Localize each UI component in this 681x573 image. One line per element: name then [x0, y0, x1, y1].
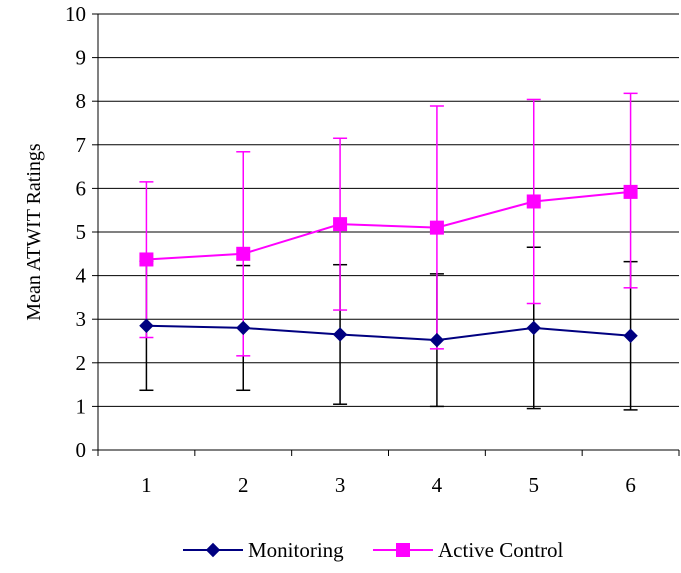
data-point — [623, 328, 638, 343]
legend-label: Active Control — [438, 538, 564, 562]
series-monitoring-error-bars — [139, 246, 638, 411]
x-tick-label: 4 — [432, 473, 443, 497]
x-tick-label: 3 — [335, 473, 346, 497]
data-point — [429, 220, 444, 235]
series-active-control — [139, 184, 638, 267]
series-group — [139, 92, 638, 411]
y-tick-label: 2 — [76, 351, 87, 375]
legend-item-monitoring: Monitoring — [183, 538, 344, 562]
x-tick-label: 5 — [529, 473, 540, 497]
legend: Monitoring Active Control — [183, 538, 564, 562]
y-tick-label: 8 — [76, 89, 87, 113]
x-tick-labels: 1 2 3 4 5 6 — [141, 473, 636, 497]
x-tick-label: 2 — [238, 473, 249, 497]
series-active-control-error-bars — [139, 92, 638, 357]
y-tick-label: 1 — [76, 394, 87, 418]
data-point — [139, 318, 154, 333]
y-axis-title: Mean ATWIT Ratings — [23, 143, 45, 321]
data-point — [332, 327, 348, 342]
data-point — [526, 194, 541, 209]
y-tick-label: 6 — [76, 176, 87, 200]
gridlines — [98, 13, 679, 407]
axes — [92, 13, 680, 456]
data-point — [526, 320, 541, 336]
y-tick-label: 10 — [65, 2, 86, 26]
x-tick-label: 6 — [625, 473, 636, 497]
data-point — [236, 320, 251, 336]
series-monitoring — [139, 318, 638, 348]
series-line — [146, 324, 631, 342]
x-tick-label: 1 — [141, 473, 152, 497]
y-tick-label: 7 — [76, 133, 87, 157]
series-line — [146, 190, 631, 261]
data-point — [236, 246, 251, 261]
legend-item-active-control: Active Control — [373, 538, 564, 562]
data-point — [333, 217, 348, 232]
data-point — [623, 184, 638, 199]
y-tick-labels: 0 1 2 3 4 5 6 7 8 9 10 — [65, 2, 87, 462]
legend-label: Monitoring — [248, 538, 344, 562]
y-tick-label: 4 — [76, 264, 87, 288]
data-point — [429, 332, 445, 348]
legend-marker — [396, 543, 410, 557]
y-tick-label: 3 — [76, 307, 87, 331]
data-point — [139, 252, 154, 267]
y-tick-label: 0 — [76, 438, 87, 462]
y-tick-label: 5 — [76, 220, 87, 244]
y-tick-label: 9 — [76, 46, 87, 70]
legend-marker — [205, 542, 221, 558]
